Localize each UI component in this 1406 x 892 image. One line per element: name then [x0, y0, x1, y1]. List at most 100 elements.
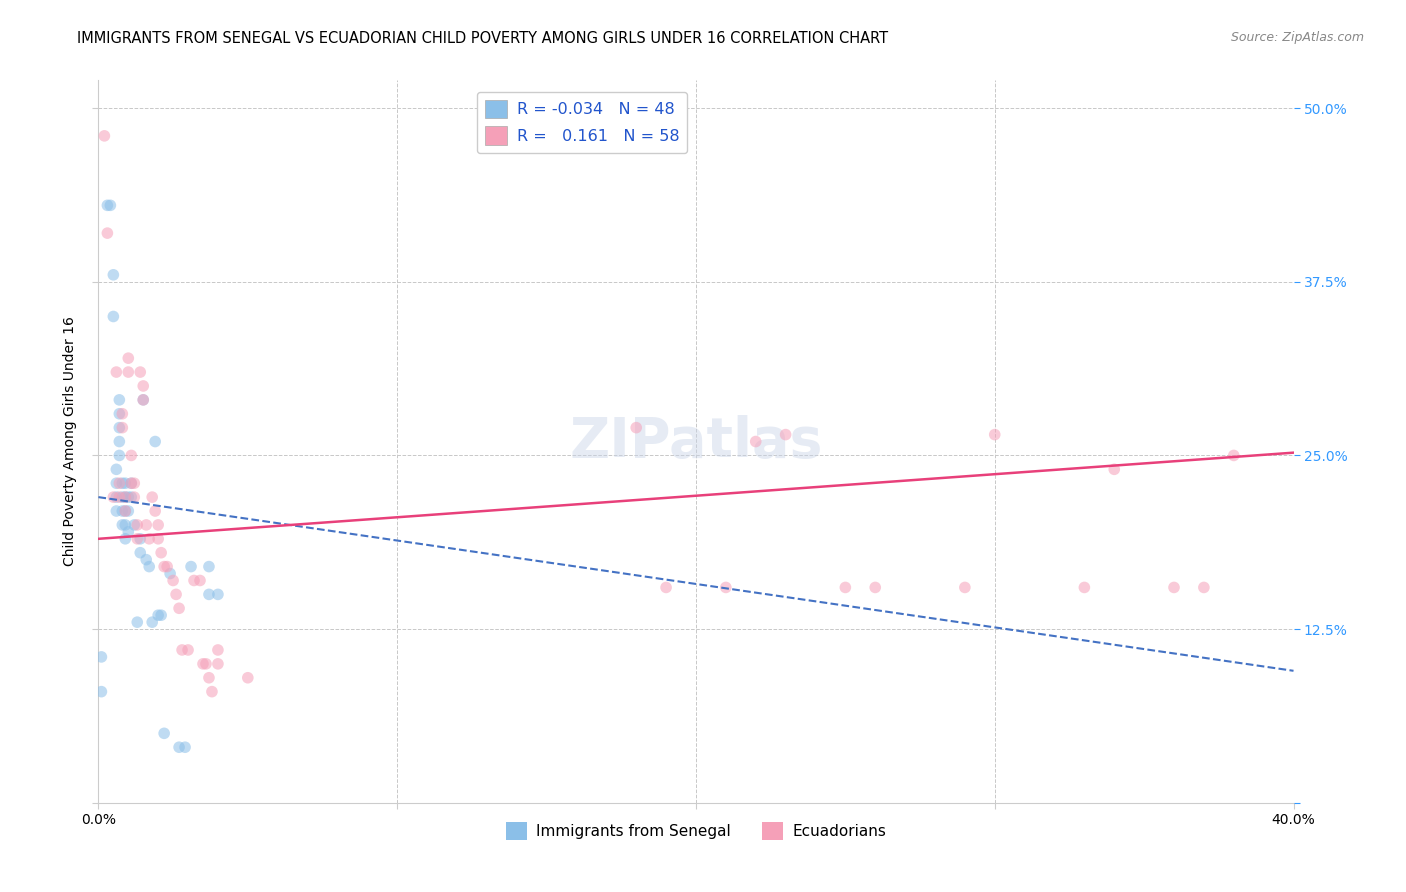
Point — [138, 532, 160, 546]
Text: ZIPatlas: ZIPatlas — [569, 415, 823, 468]
Point — [165, 587, 187, 601]
Point — [1104, 462, 1126, 476]
Text: IMMIGRANTS FROM SENEGAL VS ECUADORIAN CHILD POVERTY AMONG GIRLS UNDER 16 CORRELA: IMMIGRANTS FROM SENEGAL VS ECUADORIAN CH… — [77, 31, 889, 46]
Point — [96, 198, 118, 212]
Point — [1192, 581, 1215, 595]
Point — [138, 559, 160, 574]
Point — [117, 351, 139, 366]
Point — [120, 476, 142, 491]
Point — [201, 684, 224, 698]
Point — [655, 581, 678, 595]
Y-axis label: Child Poverty Among Girls Under 16: Child Poverty Among Girls Under 16 — [63, 317, 77, 566]
Point — [135, 517, 157, 532]
Point — [626, 420, 648, 434]
Point — [120, 449, 142, 463]
Point — [714, 581, 737, 595]
Point — [148, 532, 170, 546]
Point — [114, 517, 136, 532]
Point — [111, 476, 134, 491]
Point — [127, 517, 149, 532]
Point — [132, 379, 155, 393]
Point — [174, 740, 197, 755]
Point — [775, 427, 797, 442]
Point — [143, 504, 166, 518]
Point — [103, 268, 125, 282]
Point — [114, 504, 136, 518]
Point — [108, 490, 131, 504]
Point — [124, 476, 146, 491]
Point — [111, 504, 134, 518]
Point — [111, 420, 134, 434]
Point — [141, 615, 163, 630]
Point — [108, 434, 131, 449]
Point — [105, 365, 128, 379]
Point — [207, 587, 229, 601]
Point — [114, 490, 136, 504]
Legend: Immigrants from Senegal, Ecuadorians: Immigrants from Senegal, Ecuadorians — [499, 816, 893, 846]
Point — [984, 427, 1007, 442]
Point — [117, 490, 139, 504]
Point — [129, 365, 152, 379]
Point — [148, 608, 170, 623]
Point — [114, 532, 136, 546]
Point — [117, 524, 139, 539]
Point — [108, 407, 131, 421]
Point — [111, 407, 134, 421]
Point — [90, 684, 112, 698]
Point — [129, 532, 152, 546]
Point — [195, 657, 218, 671]
Point — [172, 643, 194, 657]
Point — [105, 504, 128, 518]
Point — [153, 726, 176, 740]
Point — [132, 392, 155, 407]
Point — [1163, 581, 1185, 595]
Point — [93, 128, 115, 143]
Point — [198, 671, 221, 685]
Point — [108, 449, 131, 463]
Point — [135, 552, 157, 566]
Point — [141, 490, 163, 504]
Point — [150, 608, 173, 623]
Point — [111, 490, 134, 504]
Point — [188, 574, 211, 588]
Point — [124, 490, 146, 504]
Point — [183, 574, 205, 588]
Point — [96, 226, 118, 240]
Point — [120, 476, 142, 491]
Point — [90, 649, 112, 664]
Point — [114, 490, 136, 504]
Point — [745, 434, 768, 449]
Point — [120, 490, 142, 504]
Point — [953, 581, 976, 595]
Point — [180, 559, 202, 574]
Point — [236, 671, 259, 685]
Point — [105, 476, 128, 491]
Point — [834, 581, 856, 595]
Point — [108, 420, 131, 434]
Point — [124, 517, 146, 532]
Point — [111, 517, 134, 532]
Point — [150, 546, 173, 560]
Point — [105, 462, 128, 476]
Point — [108, 476, 131, 491]
Point — [1073, 581, 1095, 595]
Point — [1223, 449, 1246, 463]
Point — [103, 490, 125, 504]
Point — [143, 434, 166, 449]
Point — [108, 392, 131, 407]
Point — [162, 574, 184, 588]
Point — [127, 532, 149, 546]
Point — [117, 365, 139, 379]
Point — [98, 198, 122, 212]
Point — [167, 601, 190, 615]
Point — [207, 643, 229, 657]
Point — [177, 643, 200, 657]
Point — [132, 392, 155, 407]
Point — [129, 546, 152, 560]
Text: Source: ZipAtlas.com: Source: ZipAtlas.com — [1230, 31, 1364, 45]
Point — [207, 657, 229, 671]
Point — [103, 310, 125, 324]
Point — [198, 587, 221, 601]
Point — [156, 559, 179, 574]
Point — [167, 740, 190, 755]
